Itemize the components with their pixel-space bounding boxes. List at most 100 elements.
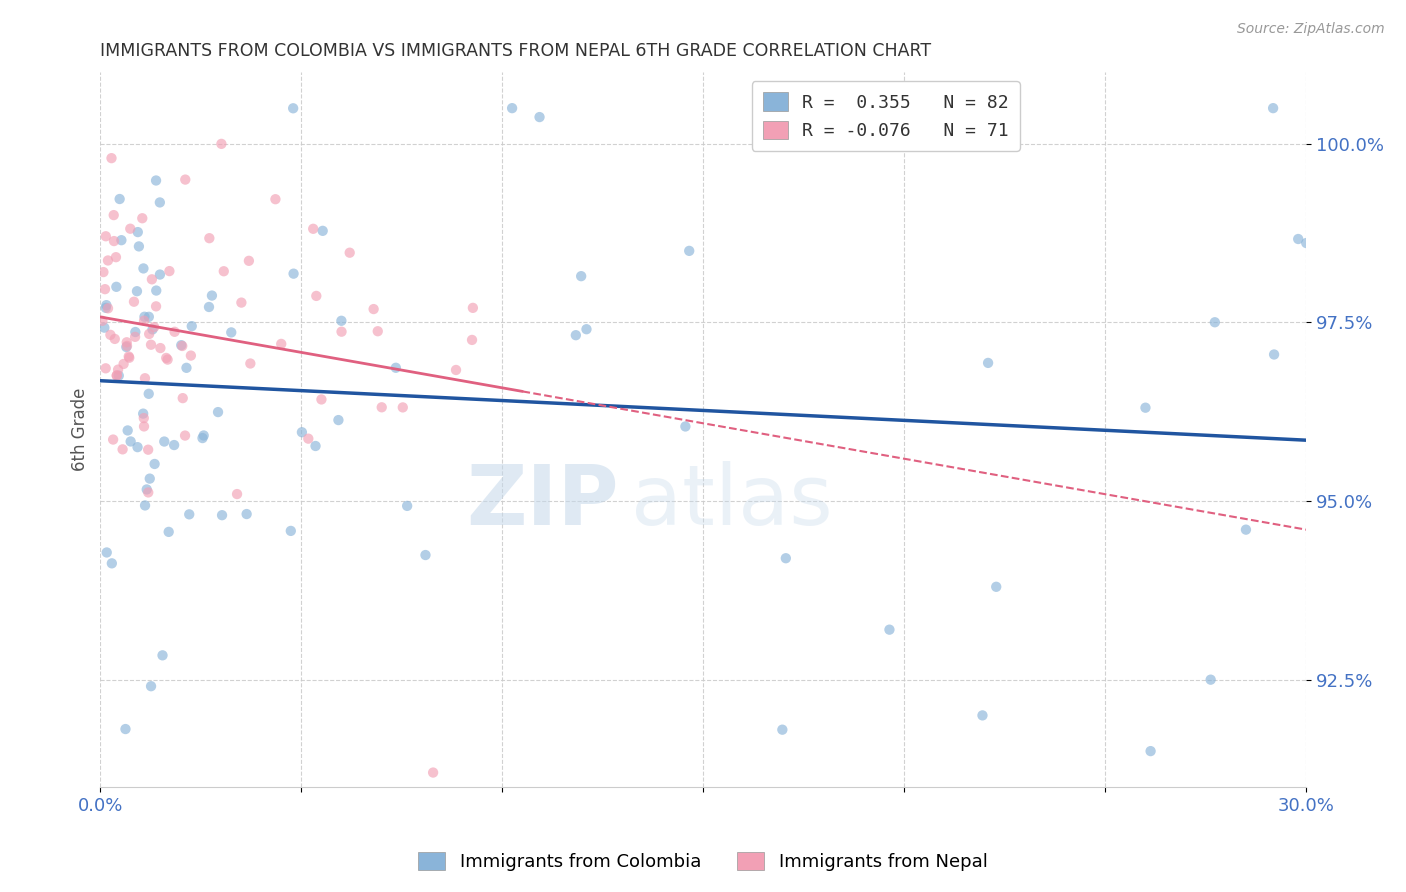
Point — [264, 192, 287, 206]
Point — [153, 434, 176, 449]
Point — [176, 360, 198, 375]
Point — [128, 239, 150, 253]
Point — [163, 438, 186, 452]
Point — [198, 300, 221, 314]
Point — [107, 368, 129, 383]
Point — [91, 314, 114, 328]
Point — [101, 557, 124, 571]
Point — [132, 407, 155, 421]
Point — [157, 264, 180, 278]
Point — [110, 233, 132, 247]
Legend: Immigrants from Colombia, Immigrants from Nepal: Immigrants from Colombia, Immigrants fro… — [411, 845, 995, 879]
Point — [304, 439, 326, 453]
Point — [143, 457, 166, 471]
Point — [972, 708, 994, 723]
Point — [193, 428, 215, 442]
Text: Source: ZipAtlas.com: Source: ZipAtlas.com — [1237, 22, 1385, 37]
Point — [180, 319, 202, 334]
Point — [986, 580, 1008, 594]
Point — [112, 357, 135, 371]
Point — [136, 442, 159, 457]
Point — [149, 268, 172, 282]
Point — [191, 431, 214, 445]
Point — [209, 136, 232, 151]
Point — [879, 623, 901, 637]
Point — [94, 229, 117, 244]
Point — [444, 363, 467, 377]
Point — [330, 325, 353, 339]
Point — [461, 301, 484, 315]
Point — [114, 722, 136, 736]
Point — [132, 261, 155, 276]
Point — [120, 221, 142, 235]
Point — [163, 325, 186, 339]
Point — [385, 360, 408, 375]
Point — [139, 472, 162, 486]
Point — [105, 368, 128, 383]
Point — [180, 349, 202, 363]
Point — [172, 339, 194, 353]
Point — [198, 231, 221, 245]
Point — [120, 434, 142, 449]
Point — [174, 172, 197, 186]
Point — [134, 310, 156, 324]
Point — [138, 326, 160, 341]
Y-axis label: 6th Grade: 6th Grade — [72, 388, 89, 471]
Point — [93, 265, 115, 279]
Point — [330, 314, 353, 328]
Point — [118, 351, 141, 365]
Point — [134, 499, 156, 513]
Point — [103, 208, 125, 222]
Point — [569, 269, 592, 284]
Point — [97, 301, 120, 316]
Point — [105, 368, 128, 383]
Point — [103, 234, 125, 248]
Point — [529, 110, 551, 124]
Text: IMMIGRANTS FROM COLOMBIA VS IMMIGRANTS FROM NEPAL 6TH GRADE CORRELATION CHART: IMMIGRANTS FROM COLOMBIA VS IMMIGRANTS F… — [100, 42, 932, 60]
Point — [138, 386, 160, 401]
Point — [219, 326, 242, 340]
Point — [132, 411, 155, 425]
Point — [461, 333, 484, 347]
Point — [770, 723, 793, 737]
Point — [501, 101, 523, 115]
Point — [145, 284, 167, 298]
Point — [172, 391, 194, 405]
Point — [132, 313, 155, 327]
Point — [145, 173, 167, 187]
Point — [157, 524, 180, 539]
Point — [291, 425, 314, 440]
Point — [239, 357, 262, 371]
Point — [363, 301, 385, 316]
Point — [115, 335, 138, 350]
Point — [311, 392, 333, 407]
Point — [302, 222, 325, 236]
Point — [115, 340, 138, 354]
Point — [131, 211, 153, 226]
Point — [1199, 673, 1222, 687]
Point — [1234, 523, 1257, 537]
Point — [155, 351, 177, 365]
Point — [235, 507, 257, 521]
Text: ZIP: ZIP — [467, 460, 619, 541]
Point — [775, 551, 797, 566]
Point — [270, 337, 292, 351]
Point — [94, 301, 117, 315]
Point — [122, 294, 145, 309]
Point — [135, 483, 157, 497]
Text: atlas: atlas — [631, 460, 832, 541]
Point — [141, 272, 163, 286]
Point — [156, 352, 179, 367]
Point — [107, 362, 129, 376]
Point — [149, 341, 172, 355]
Point — [391, 401, 413, 415]
Point — [136, 485, 159, 500]
Point — [141, 322, 163, 336]
Point — [145, 299, 167, 313]
Point — [174, 428, 197, 442]
Point — [94, 282, 117, 296]
Point — [104, 250, 127, 264]
Point — [149, 195, 172, 210]
Point — [328, 413, 350, 427]
Point — [211, 508, 233, 523]
